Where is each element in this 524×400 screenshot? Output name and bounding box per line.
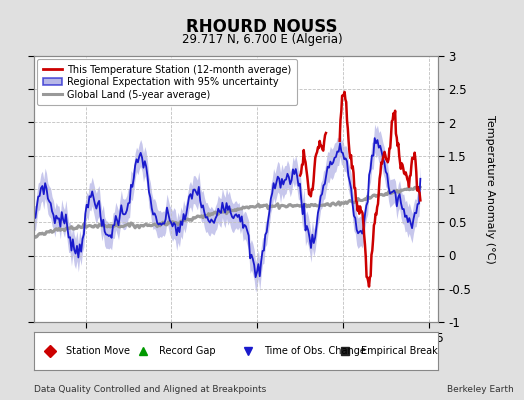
Text: Time of Obs. Change: Time of Obs. Change	[264, 346, 366, 356]
Text: Berkeley Earth: Berkeley Earth	[447, 385, 514, 394]
Text: Record Gap: Record Gap	[159, 346, 216, 356]
Text: RHOURD NOUSS: RHOURD NOUSS	[186, 18, 338, 36]
Y-axis label: Temperature Anomaly (°C): Temperature Anomaly (°C)	[485, 115, 495, 263]
Legend: This Temperature Station (12-month average), Regional Expectation with 95% uncer: This Temperature Station (12-month avera…	[37, 59, 297, 106]
Text: Data Quality Controlled and Aligned at Breakpoints: Data Quality Controlled and Aligned at B…	[34, 385, 266, 394]
Text: 29.717 N, 6.700 E (Algeria): 29.717 N, 6.700 E (Algeria)	[182, 33, 342, 46]
Text: Station Move: Station Move	[67, 346, 130, 356]
Text: Empirical Break: Empirical Break	[361, 346, 438, 356]
